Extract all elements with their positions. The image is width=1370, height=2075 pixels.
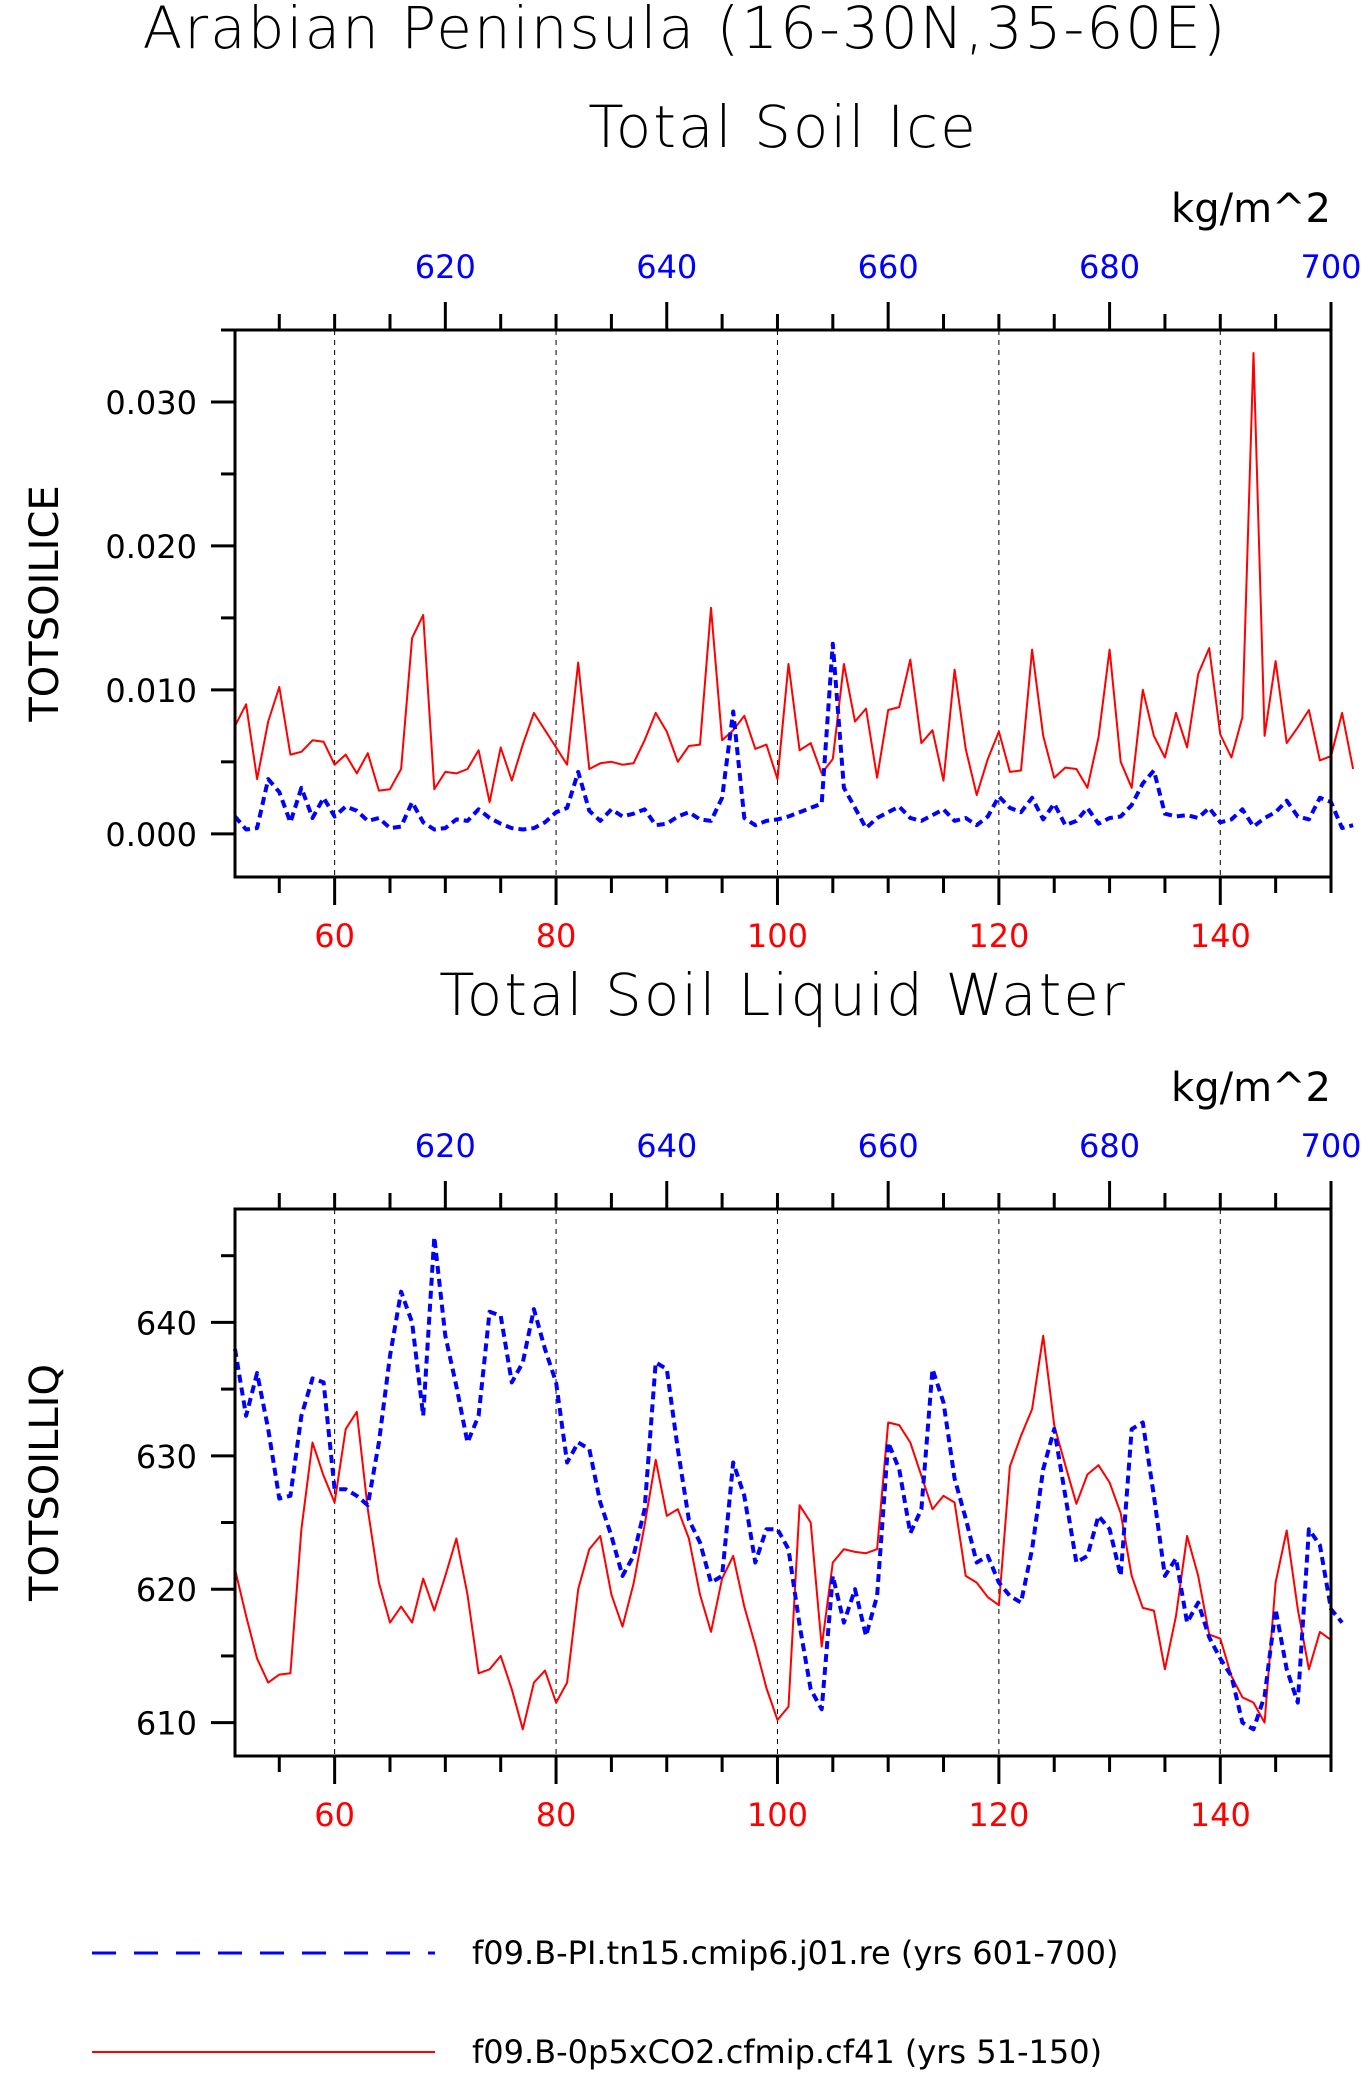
series-line-co2: [234, 1334, 1332, 1731]
y-tick-label: 630: [136, 1438, 197, 1476]
panel-2-title: Total Soil Liquid Water: [439, 961, 1127, 1029]
y-axis-label: TOTSOILICE: [22, 485, 68, 722]
top-tick-label: 680: [1079, 248, 1140, 286]
plot-frame: [233, 328, 1333, 879]
top-tick-label: 660: [858, 248, 919, 286]
top-tick-label: 640: [636, 1127, 697, 1165]
top-tick-label: 620: [415, 1127, 476, 1165]
bottom-tick-label: 100: [747, 917, 808, 955]
figure-title: Arabian Peninsula (16-30N,35-60E): [143, 0, 1228, 62]
y-tick-label: 0.020: [105, 528, 197, 566]
bottom-tick-label: 80: [536, 917, 577, 955]
bottom-tick-label: 140: [1190, 917, 1251, 955]
panel-soil-liquid: 60 80 100 120 140 620 640 660 680 700 610 620 630 640…: [22, 1065, 1362, 1834]
panel-soil-ice: 60 80 100 120 140 620 640 660 680 700 0.000 0.010 0.…: [22, 186, 1362, 955]
units-label: kg/m^2: [1171, 186, 1331, 232]
bottom-tick-label: 60: [314, 917, 355, 955]
series-line-co2: [234, 352, 1355, 804]
bottom-tick-label: 120: [968, 917, 1029, 955]
legend: f09.B-PI.tn15.cmip6.j01.re (yrs 601-700)…: [92, 1934, 1118, 2071]
y-axis-label: TOTSOILLIQ: [22, 1364, 68, 1602]
panel-1-title: Total Soil Ice: [588, 93, 978, 161]
top-tick-label: 700: [1300, 248, 1361, 286]
top-tick-label: 640: [636, 248, 697, 286]
y-tick-label: 0.030: [105, 384, 197, 422]
bottom-tick-label: 60: [314, 1796, 355, 1834]
legend-label-co2: f09.B-0p5xCO2.cfmip.cf41 (yrs 51-150): [472, 2033, 1102, 2071]
series-line-pi: [233, 1235, 1344, 1732]
top-tick-label: 680: [1079, 1127, 1140, 1165]
legend-label-pi: f09.B-PI.tn15.cmip6.j01.re (yrs 601-700): [472, 1934, 1118, 1972]
series-line-pi: [233, 641, 1354, 832]
top-tick-label: 620: [415, 248, 476, 286]
bottom-tick-label: 100: [747, 1796, 808, 1834]
bottom-tick-label: 80: [536, 1796, 577, 1834]
plot-frame: [233, 1207, 1333, 1758]
y-tick-label: 0.010: [105, 672, 197, 710]
units-label: kg/m^2: [1171, 1065, 1331, 1111]
y-tick-label: 610: [136, 1705, 197, 1743]
bottom-tick-label: 140: [1190, 1796, 1251, 1834]
top-tick-label: 700: [1300, 1127, 1361, 1165]
y-tick-label: 0.000: [105, 816, 197, 854]
y-tick-label: 620: [136, 1571, 197, 1609]
top-tick-label: 660: [858, 1127, 919, 1165]
y-tick-label: 640: [136, 1304, 197, 1342]
bottom-tick-label: 120: [968, 1796, 1029, 1834]
